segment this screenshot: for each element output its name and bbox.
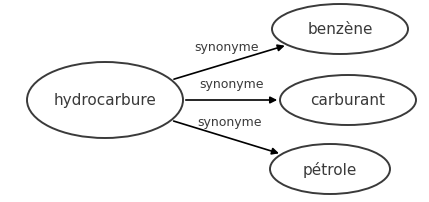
Text: hydrocarbure: hydrocarbure	[54, 93, 157, 108]
Text: pétrole: pétrole	[303, 161, 357, 177]
Text: carburant: carburant	[311, 93, 386, 108]
Text: synonyme: synonyme	[199, 78, 264, 90]
Text: synonyme: synonyme	[194, 41, 259, 54]
Text: benzène: benzène	[307, 22, 373, 37]
Text: synonyme: synonyme	[197, 115, 262, 128]
